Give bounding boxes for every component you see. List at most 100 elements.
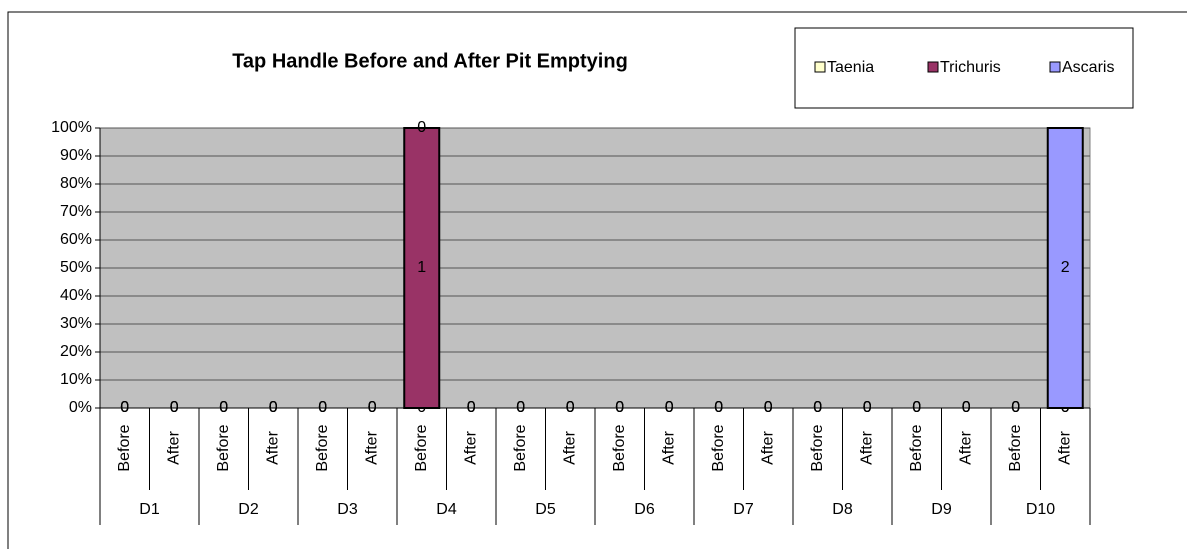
data-label: 0 — [219, 399, 228, 416]
data-label: 0 — [665, 399, 674, 416]
data-label: 0 — [912, 399, 921, 416]
x-tick-label: Before — [1007, 424, 1024, 471]
legend-swatch — [814, 61, 826, 73]
x-tick-label: After — [957, 430, 974, 464]
x-tick-label: Before — [314, 424, 331, 471]
data-label: 0 — [912, 399, 921, 416]
x-tick-label: Before — [116, 424, 133, 471]
data-label: 0 — [516, 399, 525, 416]
x-tick-label: Before — [215, 424, 232, 471]
data-label: 0 — [120, 399, 129, 416]
legend-label: Taenia — [827, 59, 874, 76]
data-label: 0 — [863, 399, 872, 416]
data-label: 0 — [318, 399, 327, 416]
data-label: 0 — [714, 399, 723, 416]
group-label: D6 — [634, 501, 655, 518]
data-label: 0 — [863, 399, 872, 416]
x-tick-label: After — [858, 430, 875, 464]
x-tick-label: After — [363, 430, 380, 464]
data-label: 0 — [170, 399, 179, 416]
y-tick-label: 100% — [51, 119, 92, 136]
data-label: 0 — [269, 399, 278, 416]
data-label: 0 — [219, 399, 228, 416]
data-label: 0 — [417, 119, 426, 136]
data-label: 0 — [714, 399, 723, 416]
data-label: 0 — [962, 399, 971, 416]
data-label: 0 — [467, 399, 476, 416]
legend-label: Trichuris — [940, 59, 1001, 76]
data-label: 0 — [269, 399, 278, 416]
data-label: 0 — [318, 399, 327, 416]
bar-segment — [403, 127, 441, 409]
data-label: 0 — [120, 399, 129, 416]
x-tick-label: Before — [611, 424, 628, 471]
data-label: 0 — [368, 399, 377, 416]
data-label: 0 — [1011, 399, 1020, 416]
x-tick-label: After — [759, 430, 776, 464]
data-label: 2 — [1061, 259, 1070, 276]
x-tick-label: After — [1056, 430, 1073, 464]
data-label: 0 — [912, 399, 921, 416]
data-label: 0 — [665, 399, 674, 416]
legend-label: Ascaris — [1062, 59, 1114, 76]
y-tick-label: 0% — [69, 399, 92, 416]
x-tick-label: After — [264, 430, 281, 464]
y-tick-label: 70% — [60, 203, 92, 220]
x-tick-label: Before — [413, 424, 430, 471]
y-tick-label: 40% — [60, 287, 92, 304]
data-label: 0 — [813, 399, 822, 416]
data-label: 0 — [962, 399, 971, 416]
data-label: 0 — [120, 399, 129, 416]
data-label: 0 — [962, 399, 971, 416]
legend-box — [794, 27, 1134, 109]
y-tick-label: 10% — [60, 371, 92, 388]
y-tick-label: 60% — [60, 231, 92, 248]
x-tick-label: Before — [710, 424, 727, 471]
x-tick-label: Before — [512, 424, 529, 471]
x-tick-label: Before — [908, 424, 925, 471]
y-tick-label: 50% — [60, 259, 92, 276]
data-label: 1 — [417, 259, 426, 276]
group-label: D10 — [1026, 501, 1055, 518]
data-label: 0 — [813, 399, 822, 416]
data-label: 0 — [615, 399, 624, 416]
data-label: 0 — [516, 399, 525, 416]
data-label: 0 — [467, 399, 476, 416]
data-label: 0 — [1011, 399, 1020, 416]
group-label: D8 — [832, 501, 853, 518]
data-label: 0 — [566, 399, 575, 416]
data-label: 0 — [714, 399, 723, 416]
legend-swatch — [1049, 61, 1061, 73]
y-tick-label: 90% — [60, 147, 92, 164]
bar-segment — [1046, 127, 1084, 409]
group-label: D4 — [436, 501, 457, 518]
data-label: 0 — [863, 399, 872, 416]
data-label: 0 — [368, 399, 377, 416]
chart-title: Tap Handle Before and After Pit Emptying — [232, 50, 628, 72]
x-tick-label: After — [165, 430, 182, 464]
group-label: D9 — [931, 501, 952, 518]
data-label: 0 — [566, 399, 575, 416]
data-label: 0 — [764, 399, 773, 416]
data-label: 0 — [516, 399, 525, 416]
x-tick-label: After — [462, 430, 479, 464]
group-label: D7 — [733, 501, 754, 518]
data-label: 0 — [170, 399, 179, 416]
data-label: 0 — [1011, 399, 1020, 416]
group-label: D2 — [238, 501, 259, 518]
x-tick-label: After — [660, 430, 677, 464]
y-tick-label: 20% — [60, 343, 92, 360]
data-label: 0 — [764, 399, 773, 416]
legend-swatch — [927, 61, 939, 73]
group-label: D1 — [139, 501, 160, 518]
data-label: 0 — [813, 399, 822, 416]
group-label: D5 — [535, 501, 556, 518]
data-label: 0 — [615, 399, 624, 416]
data-label: 0 — [170, 399, 179, 416]
data-label: 0 — [368, 399, 377, 416]
data-label: 0 — [566, 399, 575, 416]
x-tick-label: Before — [809, 424, 826, 471]
data-label: 0 — [665, 399, 674, 416]
data-label: 0 — [269, 399, 278, 416]
